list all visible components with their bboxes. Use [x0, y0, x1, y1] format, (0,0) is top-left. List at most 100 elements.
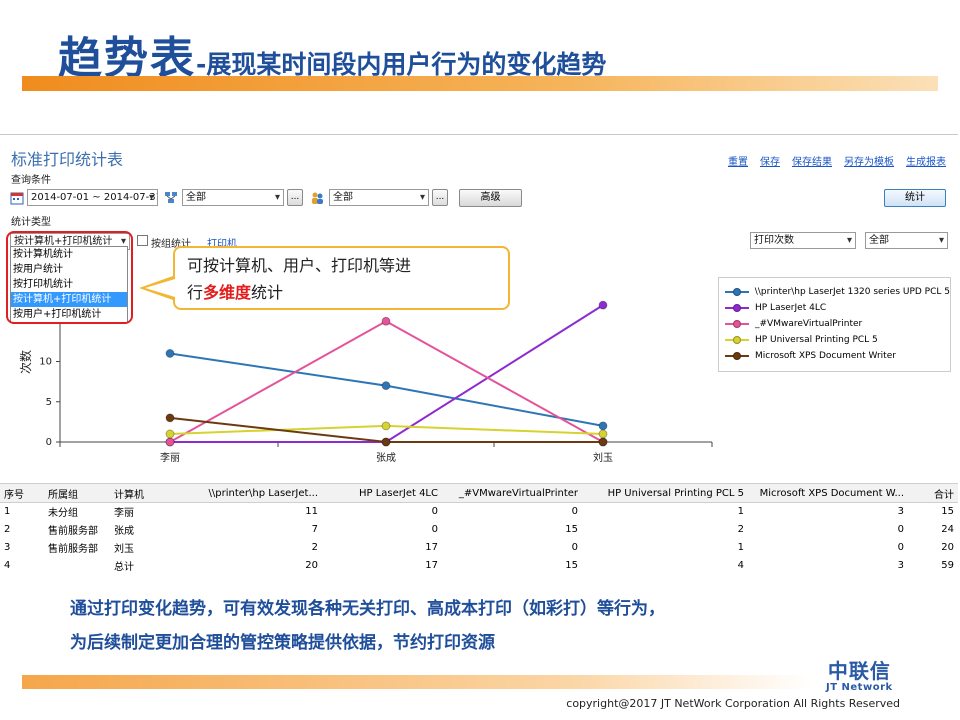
callout-line1: 可按计算机、用户、打印机等进	[187, 256, 412, 275]
group-select[interactable]: 全部	[329, 189, 429, 206]
col-header[interactable]: 序号	[0, 483, 44, 503]
dropdown-option[interactable]: 按计算机统计	[13, 249, 73, 260]
data-point	[381, 437, 391, 447]
data-point	[165, 437, 175, 447]
table-cell: 0	[897, 524, 904, 535]
panel-title: 标准打印统计表	[11, 150, 124, 169]
generate-report-link[interactable]: 生成报表	[906, 157, 946, 168]
date-range-select[interactable]: 2014-07-01 ~ 2014-07-31	[27, 189, 158, 206]
table-cell: 张成	[114, 526, 134, 537]
scope-select[interactable]: 全部	[865, 232, 948, 249]
table-cell: 7	[311, 524, 318, 535]
dropdown-option[interactable]: 按用户统计	[13, 264, 63, 275]
table-cell: 15	[565, 524, 578, 535]
legend-label: \\printer\hp LaserJet 1320 series UPD PC…	[754, 287, 950, 297]
legend-item: \\printer\hp LaserJet 1320 series UPD PC…	[725, 284, 950, 300]
statistics-button[interactable]: 统计	[884, 189, 946, 207]
save-result-link[interactable]: 保存结果	[792, 157, 832, 168]
calendar-icon[interactable]	[10, 191, 24, 205]
reset-link[interactable]: 重置	[728, 157, 748, 168]
table-cell: 总计	[114, 562, 134, 573]
table-cell: 1	[4, 506, 11, 518]
col-header[interactable]: 计算机	[110, 483, 176, 503]
x-tick-label: 刘玉	[593, 452, 613, 464]
metric-select[interactable]: 打印次数	[750, 232, 856, 249]
panel-divider	[0, 134, 958, 135]
data-point	[598, 429, 608, 439]
footer-accent-bar	[22, 675, 812, 689]
data-point	[381, 316, 391, 326]
group-stat-checkbox[interactable]	[137, 235, 148, 246]
dropdown-option[interactable]: 按打印机统计	[13, 279, 73, 290]
data-point	[598, 300, 608, 310]
table-cell: 0	[431, 506, 438, 518]
table-row[interactable]: 3 售前服务部 刘玉 2 17 0 1 0 20	[0, 539, 958, 557]
advanced-button[interactable]: 高级	[459, 189, 522, 207]
data-point	[165, 349, 175, 358]
table-row[interactable]: 4 总计 20 17 15 4 3 59	[0, 557, 958, 575]
table-cell: 4	[737, 560, 744, 571]
y-tick-label: 0	[46, 437, 52, 448]
x-tick-label: 李丽	[160, 451, 180, 464]
table-cell: 15	[941, 506, 954, 518]
data-point	[598, 437, 608, 447]
table-header-row: 序号 所属组 计算机 \\printer\hp LaserJet... HP L…	[0, 483, 958, 503]
dropdown-option-selected[interactable]: 按计算机+打印机统计	[11, 292, 127, 307]
printer-link[interactable]: 打印机	[207, 239, 237, 250]
group-picker-button[interactable]: ...	[432, 189, 448, 206]
header-accent-bar	[22, 76, 938, 91]
table-cell: 0	[431, 524, 438, 535]
data-point	[381, 421, 391, 431]
summary-text: 通过打印变化趋势，可有效发现各种无关打印、高成本打印（如彩打）等行为， 为后续制…	[70, 592, 665, 660]
legend-item: HP LaserJet 4LC	[725, 300, 950, 316]
save-link[interactable]: 保存	[760, 157, 780, 168]
table-row[interactable]: 2 售前服务部 张成 7 0 15 2 0 24	[0, 521, 958, 539]
col-header[interactable]: \\printer\hp LaserJet...	[176, 483, 322, 503]
table-cell: 4	[4, 560, 11, 571]
toolbar-links: 重置 保存 保存结果 另存为模板 生成报表	[728, 153, 946, 168]
x-tick-label: 张成	[376, 452, 396, 464]
user-picker-button[interactable]: ...	[287, 189, 303, 206]
table-cell: 59	[941, 560, 954, 571]
copyright-text: copyright@2017 JT NetWork Corporation Al…	[566, 697, 900, 710]
stats-table: 序号 所属组 计算机 \\printer\hp LaserJet... HP L…	[0, 483, 958, 575]
summary-line: 通过打印变化趋势，可有效发现各种无关打印、高成本打印（如彩打）等行为，	[70, 599, 665, 619]
callout-text: 统计	[251, 283, 284, 302]
legend-item: Microsoft XPS Document Writer	[725, 348, 950, 364]
data-point	[598, 421, 608, 431]
y-axis-label: 次数	[18, 350, 33, 374]
table-cell: 11	[305, 506, 318, 518]
slide-title-sub: -展现某时间段内用户行为的变化趋势	[196, 50, 607, 79]
table-cell: 刘玉	[114, 544, 134, 555]
callout-emphasis: 多维度	[203, 283, 252, 302]
col-header[interactable]: 合计	[908, 483, 958, 503]
data-point	[165, 413, 175, 423]
legend-label: Microsoft XPS Document Writer	[755, 351, 896, 361]
col-header[interactable]: 所属组	[44, 483, 110, 503]
table-cell: 0	[571, 506, 578, 518]
table-cell: 1	[737, 506, 744, 518]
data-point	[165, 429, 175, 439]
save-as-template-link[interactable]: 另存为模板	[844, 157, 894, 168]
col-header[interactable]: HP LaserJet 4LC	[322, 483, 442, 503]
col-header[interactable]: Microsoft XPS Document W...	[748, 483, 908, 503]
table-cell: 2	[737, 524, 744, 535]
legend-label: HP Universal Printing PCL 5	[755, 335, 878, 345]
stat-type-dropdown: 按计算机统计 按用户统计 按打印机统计 按计算机+打印机统计 按用户+打印机统计	[10, 246, 128, 323]
user-select[interactable]: 全部	[182, 189, 284, 206]
slide-title: 趋势表-展现某时间段内用户行为的变化趋势	[58, 22, 606, 86]
table-row[interactable]: 1 未分组 李丽 11 0 0 1 3 15	[0, 503, 958, 521]
y-tick-label: 10	[39, 357, 52, 368]
table-cell: 李丽	[114, 508, 134, 520]
table-cell: 2	[4, 524, 11, 535]
series-line-1	[170, 304, 604, 443]
col-header[interactable]: HP Universal Printing PCL 5	[582, 483, 748, 503]
table-cell: 17	[425, 560, 438, 571]
table-cell: 20	[941, 542, 954, 553]
col-header[interactable]: _#VMwareVirtualPrinter	[442, 483, 582, 503]
dropdown-option[interactable]: 按用户+打印机统计	[13, 309, 102, 320]
stat-type-label: 统计类型	[11, 217, 51, 228]
table-cell: 0	[897, 542, 904, 553]
callout-pointer-inner	[145, 279, 175, 297]
table-cell: 17	[425, 542, 438, 553]
